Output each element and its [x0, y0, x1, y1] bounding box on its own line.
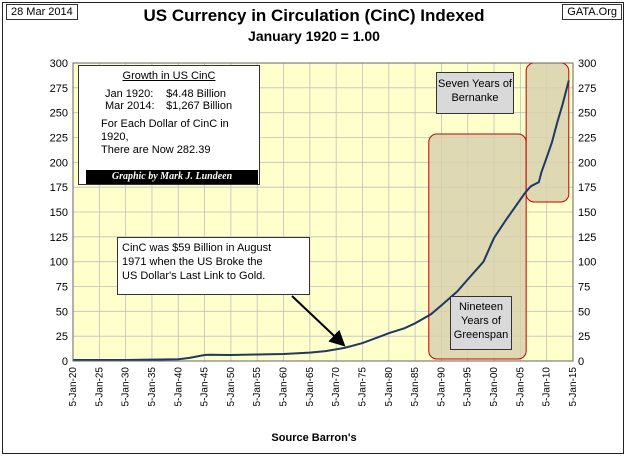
x-tick-label: 5-Jan-25 [94, 367, 105, 407]
y-tick-label-left: 250 [50, 108, 68, 120]
y-tick-label-right: 250 [578, 108, 596, 120]
x-tick-label: 5-Jan-40 [173, 367, 184, 407]
bernanke-line-1: Seven Years of [437, 78, 512, 90]
source-logo: GATA.Org [562, 4, 622, 20]
credit-banner: Graphic by Mark J. Lundeen [86, 170, 258, 184]
x-tick-label: 5-Jan-80 [384, 367, 395, 407]
y-tick-label-left: 25 [56, 331, 68, 343]
y-tick-label-left: 300 [50, 58, 68, 70]
y-tick-label-right: 200 [578, 157, 596, 169]
note-line-2: There are Now 282.39 [101, 144, 211, 156]
x-tick-label: 5-Jan-70 [331, 367, 342, 407]
y-tick-label-right: 25 [578, 331, 590, 343]
callout-arrow [291, 295, 346, 347]
x-tick-label: 5-Jan-95 [463, 367, 474, 407]
y-tick-label-right: 300 [578, 58, 596, 70]
x-tick-label: 5-Jan-30 [121, 367, 132, 407]
bernanke-line-2: Bernanke [451, 92, 499, 104]
arrow-line [291, 295, 346, 347]
x-tick-label: 5-Jan-90 [436, 367, 447, 407]
y-tick-label-left: 150 [50, 207, 68, 219]
left-y-axis: 0 25 50 75 100 125 150 175 200 225 250 275 300 [50, 58, 68, 368]
x-tick-label: 5-Jan-05 [515, 367, 526, 407]
callout-line-3: US Dollar's Last Link to Gold. [122, 270, 266, 282]
growth-info-box: Growth in US CinC Jan 1920: $4.48 Billio… [78, 65, 260, 185]
x-tick-label: 5-Jan-10 [542, 367, 553, 407]
y-tick-label-left: 75 [56, 282, 68, 294]
y-tick-label-right: 0 [578, 356, 584, 368]
cinc-index-line [73, 80, 570, 361]
gold-link-callout: CinC was $59 Billion in August 1971 when… [117, 237, 310, 295]
y-tick-label-left: 200 [50, 157, 68, 169]
y-tick-label-right: 150 [578, 207, 596, 219]
x-tick-label: 5-Jan-45 [200, 367, 211, 407]
y-tick-label-right: 275 [578, 83, 596, 95]
y-tick-label-right: 225 [578, 133, 596, 145]
callout-line-1: CinC was $59 Billion in August [122, 242, 272, 254]
greenspan-line-2: Years of [461, 315, 501, 327]
row2-value: $1,267 Billion [166, 100, 233, 112]
x-tick-label: 5-Jan-15 [568, 367, 579, 407]
y-tick-label-left: 50 [56, 306, 68, 318]
x-tick-label: 5-Jan-50 [226, 367, 237, 407]
info-heading: Growth in US CinC [122, 70, 216, 82]
y-tick-label-left: 0 [62, 356, 68, 368]
y-tick-label-left: 175 [50, 182, 68, 194]
y-tick-label-right: 50 [578, 306, 590, 318]
note-line-1: For Each Dollar of CinC in 1920, [101, 118, 229, 143]
highlight-region [525, 62, 570, 203]
y-tick-label-left: 225 [50, 133, 68, 145]
y-tick-label-left: 125 [50, 232, 68, 244]
y-tick-label-right: 100 [578, 257, 596, 269]
x-tick-label: 5-Jan-65 [305, 367, 316, 407]
right-y-axis: 0 25 50 75 100 125 150 175 200 225 250 275 300 [578, 58, 596, 368]
y-tick-label-right: 75 [578, 282, 590, 294]
row2-label: Mar 2014: [105, 100, 155, 112]
greenspan-line-1: Nineteen [458, 301, 504, 313]
y-tick-label-left: 275 [50, 83, 68, 95]
greenspan-line-3: Greenspan [453, 329, 509, 341]
x-axis: 5-Jan-20 5-Jan-25 5-Jan-30 5-Jan-35 5-Jan-40… [68, 367, 579, 407]
x-tick-label: 5-Jan-20 [68, 367, 79, 407]
x-tick-label: 5-Jan-00 [489, 367, 500, 407]
x-tick-label: 5-Jan-75 [357, 367, 368, 407]
x-tick-label: 5-Jan-85 [410, 367, 421, 407]
y-tick-label-right: 125 [578, 232, 596, 244]
row1-label: Jan 1920: [105, 88, 154, 100]
chart-title: US Currency in Circulation (CinC) Indexe… [143, 6, 485, 25]
chart-subtitle: January 1920 = 1.00 [248, 28, 380, 44]
row1-value: $4.48 Billion [166, 88, 226, 100]
plot-border [72, 62, 574, 362]
y-tick-label-right: 175 [578, 182, 596, 194]
date-label: 28 Mar 2014 [6, 4, 78, 20]
greenspan-label: Nineteen Years of Greenspan [450, 296, 512, 350]
x-tick-label: 5-Jan-60 [279, 367, 290, 407]
x-axis-label: Source Barron's [271, 432, 357, 444]
y-tick-label-left: 100 [50, 257, 68, 269]
callout-line-2: 1971 when the US Broke the [122, 256, 263, 268]
x-tick-label: 5-Jan-35 [147, 367, 158, 407]
bernanke-label: Seven Years of Bernanke [436, 72, 514, 114]
x-tick-label: 5-Jan-55 [252, 367, 263, 407]
